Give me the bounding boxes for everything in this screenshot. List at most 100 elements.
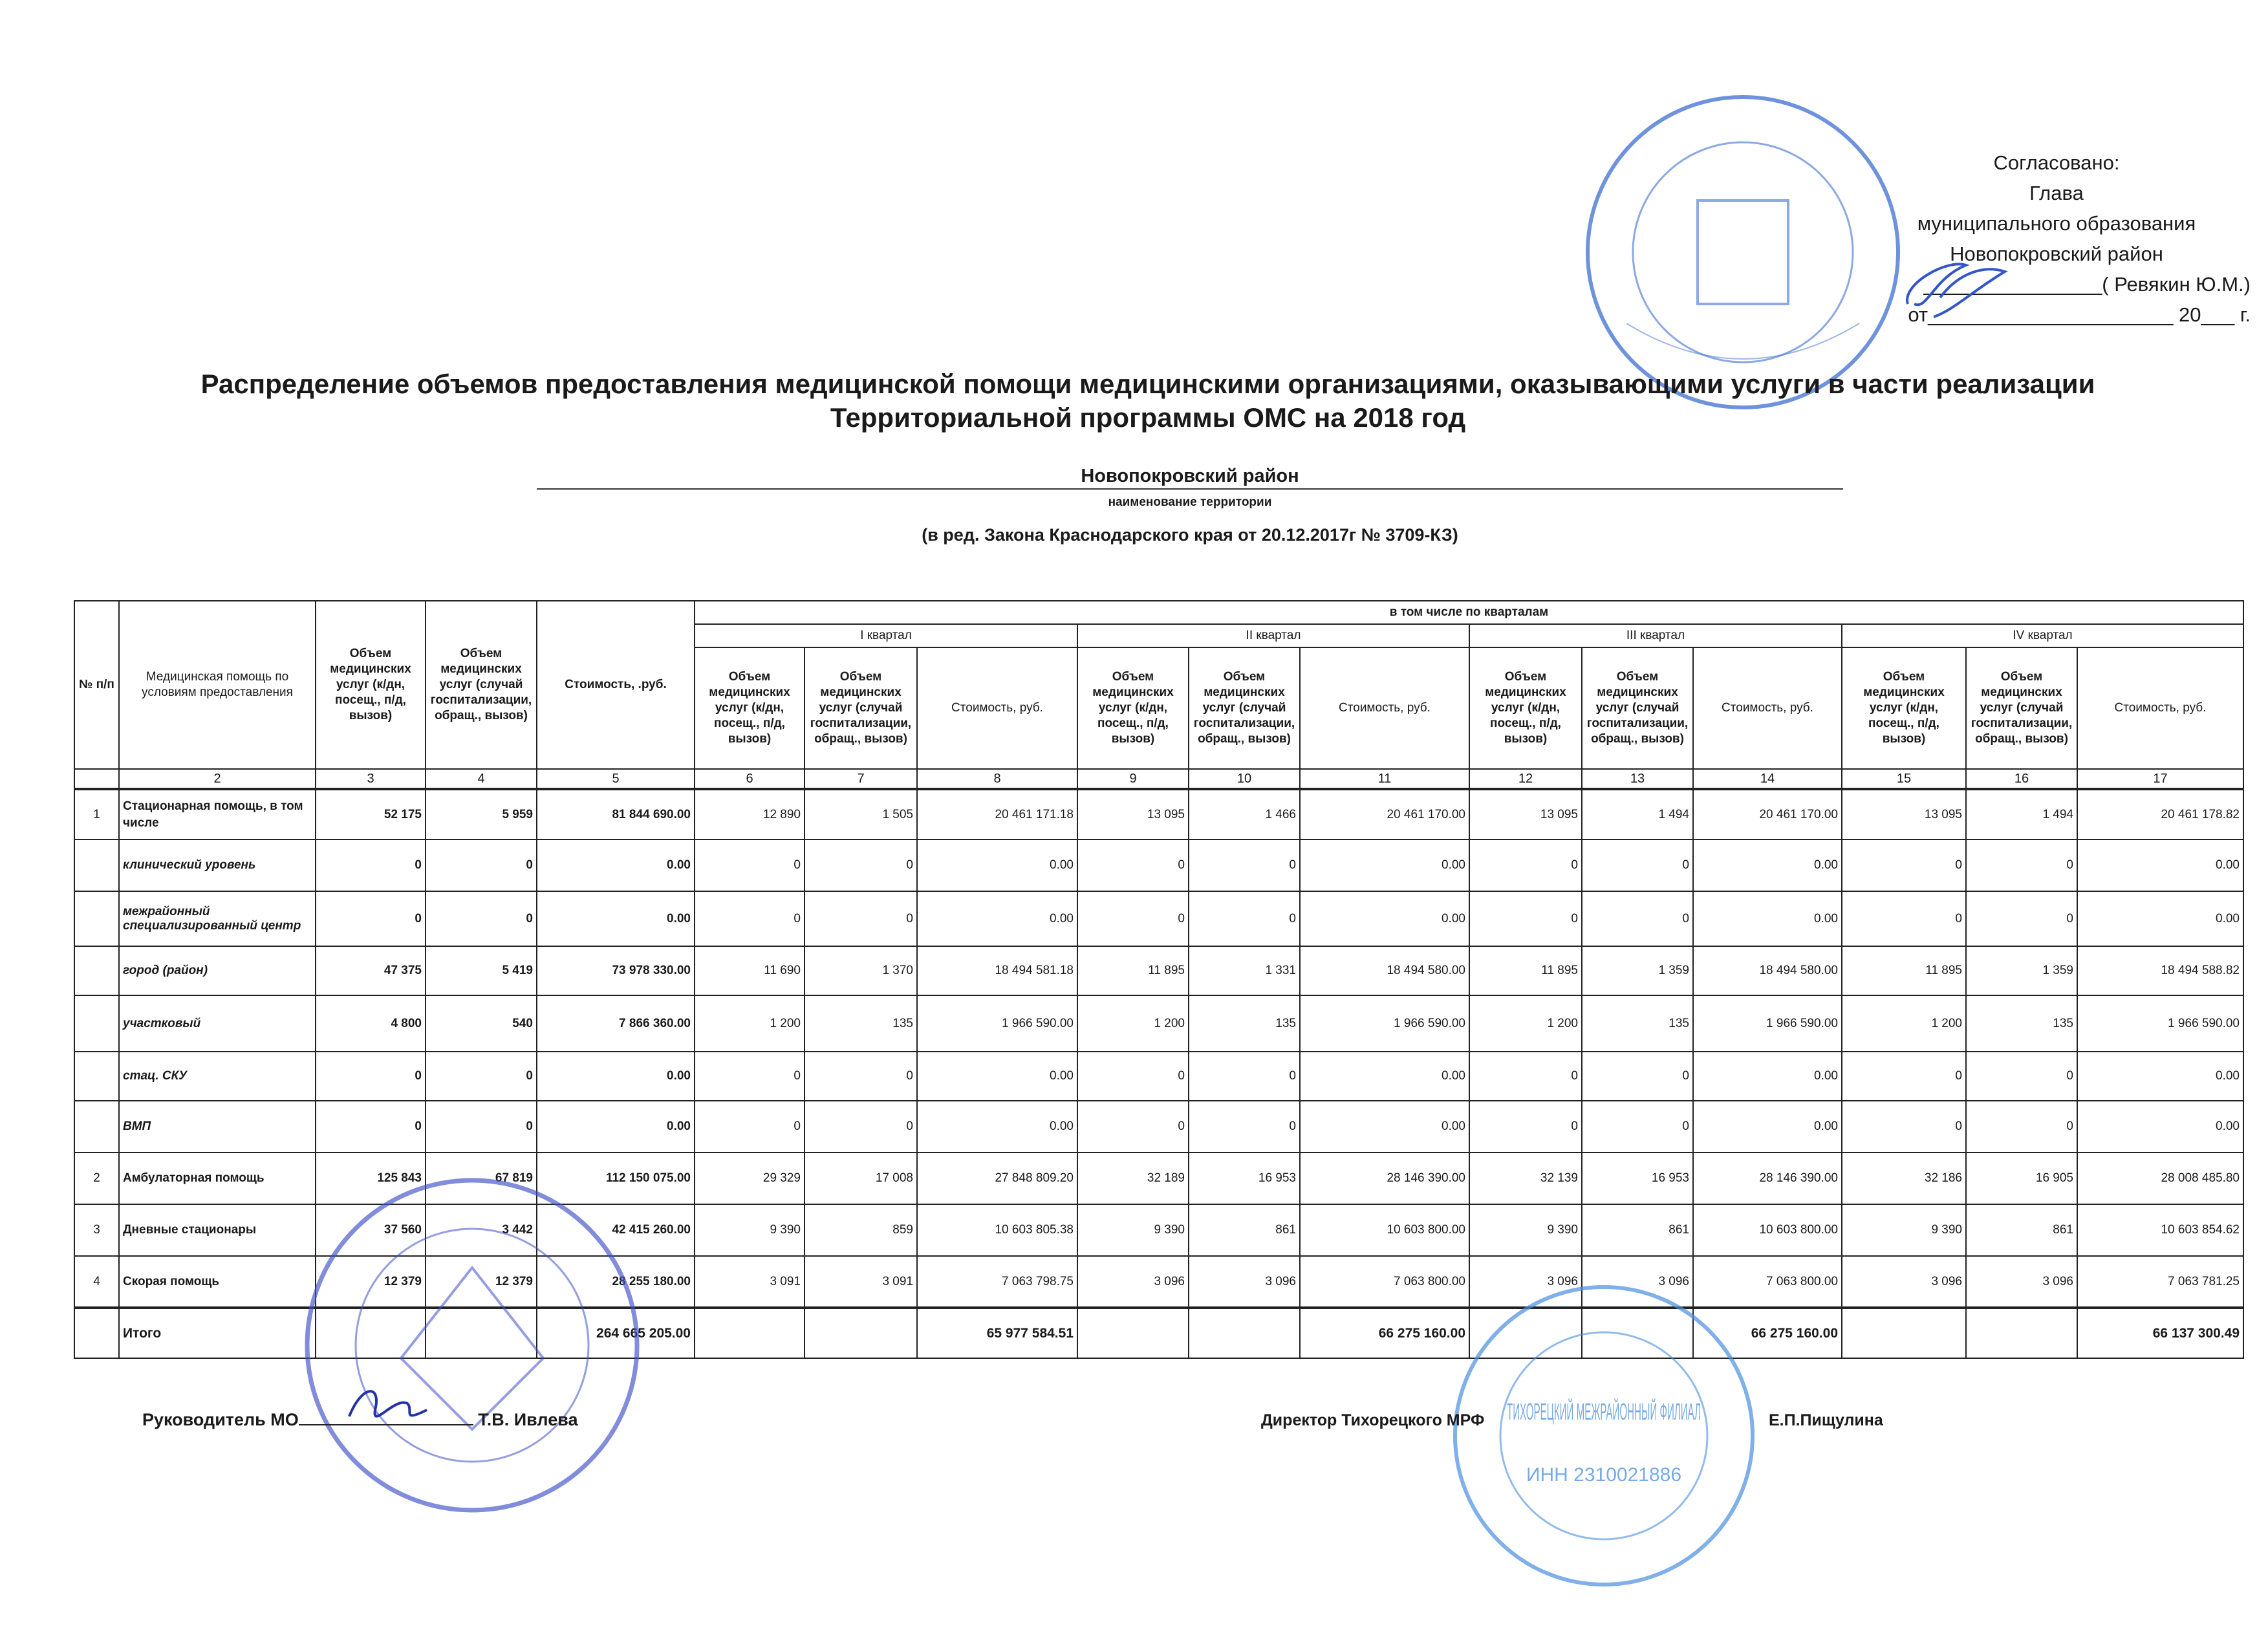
cell-value: 67 819 (425, 1152, 537, 1205)
cell-value: 0 (1581, 1100, 1694, 1153)
signature-left-label: Руководитель МО (142, 1410, 299, 1429)
table-row: город (район) 47 375 5 419 73 978 330.00 11 … (74, 946, 2244, 996)
header-quarter-4: IV квартал (1841, 623, 2244, 648)
cell-value: 0 (1841, 839, 1967, 892)
header-vol-visits: Объем медицинских услуг (к/дн, посещ., п… (315, 600, 426, 770)
cell-value: 20 461 170.00 (1299, 788, 1470, 840)
cell-value: 0 (804, 1100, 918, 1153)
edition-note: (в ред. Закона Краснодарского края от 20… (922, 525, 1458, 545)
header-q-cost: Стоимость, руб. (2077, 647, 2244, 770)
cell-value: 0.00 (1692, 891, 1842, 947)
cell-value: 0 (1077, 1051, 1189, 1101)
total-value: 66 137 300.49 (2077, 1307, 2244, 1359)
total-value: 264 665 205.00 (536, 1307, 695, 1359)
cell-value: 0 (694, 1051, 805, 1101)
cell-value: 5 959 (425, 788, 537, 840)
cell-value: 0.00 (916, 1100, 1078, 1153)
header-cost: Стоимость, .руб. (536, 600, 695, 770)
cell-value: 0 (694, 1100, 805, 1153)
cell-value: 3 096 (1581, 1255, 1694, 1309)
row-number (74, 839, 120, 892)
total-value: 66 275 160.00 (1299, 1307, 1470, 1359)
total-value (694, 1307, 805, 1359)
cell-value: 0 (1469, 1051, 1582, 1101)
cell-value: 0 (804, 891, 918, 947)
cell-value: 135 (804, 995, 918, 1052)
column-number: 13 (1581, 768, 1694, 790)
cell-value: 0.00 (2077, 891, 2244, 947)
cell-value: 11 895 (1077, 946, 1189, 996)
cell-value: 9 390 (1841, 1204, 1967, 1257)
total-label: Итого (118, 1307, 316, 1359)
cell-value: 1 359 (1581, 946, 1694, 996)
row-name: стац. СКУ (118, 1051, 316, 1101)
cell-value: 0 (1965, 1051, 2078, 1101)
approval-heading: Согласовано: (1993, 151, 2120, 174)
cell-value: 16 905 (1965, 1152, 2078, 1205)
approval-position: Глава (2029, 182, 2084, 204)
row-number (74, 1100, 120, 1153)
cell-value: 1 200 (694, 995, 805, 1052)
cell-value: 3 091 (804, 1255, 918, 1309)
header-q-vol-visits: Объем медицинских услуг (к/дн, посещ., п… (694, 647, 805, 770)
cell-value: 0 (1581, 839, 1694, 892)
cell-value: 0.00 (1692, 839, 1842, 892)
cell-value: 0.00 (2077, 1051, 2244, 1101)
column-number: 14 (1692, 768, 1842, 790)
cell-value: 0.00 (916, 839, 1078, 892)
table-row: клинический уровень 0 0 0.00 0 0 0.00 0 0 0.00 0 0 0… (74, 839, 2244, 892)
column-number: 10 (1188, 768, 1301, 790)
cell-value: 17 008 (804, 1152, 918, 1205)
stamp-bottom-right: ТИХОРЕЦКИЙ МЕЖРАЙОННЫЙ ФИЛИАЛ ИНН 231002… (1453, 1285, 1755, 1586)
stamp-text: ТИХОРЕЦКИЙ МЕЖРАЙОННЫЙ ФИЛИАЛ (1507, 1398, 1701, 1425)
row-name: город (район) (118, 946, 316, 996)
cell-value: 0 (315, 1051, 426, 1101)
cell-value: 11 895 (1469, 946, 1582, 996)
cell-value: 1 359 (1965, 946, 2078, 996)
header-quarter-2: II квартал (1077, 623, 1470, 648)
table-row: 3 Дневные стационары 37 560 3 442 42 415 260… (74, 1204, 2244, 1257)
signature-right-label: Директор Тихорецкого МРФ (1261, 1411, 1485, 1429)
stamp-bottom-left (305, 1178, 640, 1513)
signature-right-name: Е.П.Пищулина (1769, 1411, 1883, 1429)
cell-value: 1 494 (1581, 788, 1694, 840)
cell-value: 1 966 590.00 (1692, 995, 1842, 1052)
total-number (74, 1307, 120, 1359)
cell-value: 13 095 (1841, 788, 1967, 840)
cell-value: 10 603 854.62 (2077, 1204, 2244, 1257)
header-q-cost: Стоимость, руб. (1692, 647, 1842, 770)
cell-value: 13 095 (1077, 788, 1189, 840)
header-by-quarter: в том числе по кварталам (694, 600, 2244, 625)
cell-value: 18 494 588.82 (2077, 946, 2244, 996)
cell-value: 1 966 590.00 (1299, 995, 1470, 1052)
cell-value: 112 150 075.00 (536, 1152, 695, 1205)
total-value (425, 1307, 537, 1359)
cell-value: 0.00 (916, 891, 1078, 947)
table-row: межрайонный специализированный центр 0 0 0.… (74, 891, 2244, 947)
column-number: 6 (694, 768, 805, 790)
cell-value: 7 866 360.00 (536, 995, 695, 1052)
cell-value: 1 966 590.00 (2077, 995, 2244, 1052)
cell-value: 0 (1077, 839, 1189, 892)
total-value (1841, 1307, 1967, 1359)
cell-value: 859 (804, 1204, 918, 1257)
row-name: ВМП (118, 1100, 316, 1153)
cell-value: 9 390 (1077, 1204, 1189, 1257)
cell-value: 11 690 (694, 946, 805, 996)
cell-value: 7 063 781.25 (2077, 1255, 2244, 1309)
cell-value: 0 (425, 1051, 537, 1101)
header-name: Медицинская помощь по условиям предостав… (118, 600, 316, 770)
cell-value: 1 200 (1841, 995, 1967, 1052)
table-row: 1 Стационарная помощь, в том числе 52 175 5… (74, 788, 2244, 840)
cell-value: 0 (694, 839, 805, 892)
header-quarter-3: III квартал (1469, 623, 1842, 648)
cell-value: 13 095 (1469, 788, 1582, 840)
cell-value: 0.00 (1692, 1051, 1842, 1101)
cell-value: 0.00 (1299, 1051, 1470, 1101)
cell-value: 18 494 580.00 (1692, 946, 1842, 996)
cell-value: 135 (1581, 995, 1694, 1052)
cell-value: 861 (1581, 1204, 1694, 1257)
cell-value: 11 895 (1841, 946, 1967, 996)
cell-value: 10 603 805.38 (916, 1204, 1078, 1257)
cell-value: 7 063 800.00 (1692, 1255, 1842, 1309)
